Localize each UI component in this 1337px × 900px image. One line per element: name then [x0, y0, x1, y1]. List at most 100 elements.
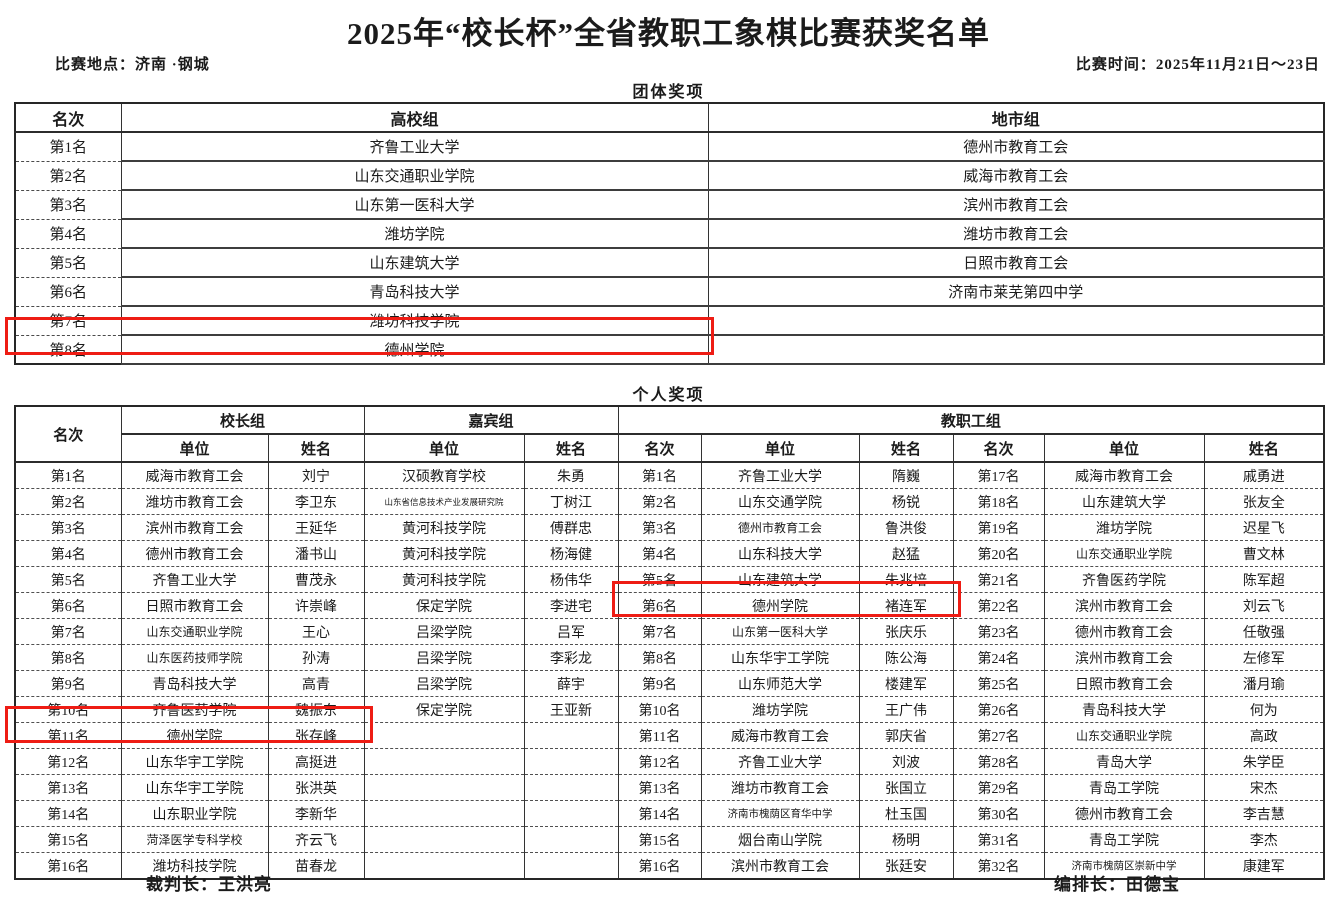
unit-cell: 齐鲁医药学院 [1043, 566, 1205, 593]
unit-cell: 威海市教育工会 [120, 462, 269, 489]
name-cell: 迟星飞 [1203, 514, 1325, 541]
name-cell: 朱勇 [523, 462, 619, 489]
table-row: 第2名 潍坊市教育工会 李卫东 山东省信息技术产业发展研究院 丁树江 第2名 山东交通学院杨… [14, 488, 1325, 515]
table-subheader-row: 单位 姓名 单位 姓名 名次 单位 姓名 名次 单位 姓名 [15, 434, 1325, 463]
unit-cell: 吕梁学院 [363, 670, 525, 697]
table-row: 第9名 青岛科技大学 高青 吕梁学院 薛宇 第9名 山东师范大学 楼建军 第25名 日照市教育工会… [14, 670, 1325, 697]
name-cell: 许崇峰 [267, 592, 365, 619]
rank-cell: 第9名 [617, 670, 702, 697]
rank-cell: 第21名 [952, 566, 1045, 593]
individual-awards-section-title: 个人奖项 [632, 387, 705, 404]
name-cell: 齐云飞 [267, 826, 365, 853]
rank-cell: 第4名 [14, 540, 122, 567]
unit-cell: 潍坊科技学院 [120, 852, 269, 880]
org-cell: 济南市莱芜第四中学 [707, 277, 1325, 307]
column-header-unit: 单位 [120, 434, 269, 463]
column-header-unit: 单位 [1043, 434, 1205, 463]
unit-cell: 山东第一医科大学 [700, 618, 860, 645]
rank-cell: 第27名 [952, 722, 1045, 749]
name-cell: 高政 [1203, 722, 1325, 749]
rank-cell: 第6名 [14, 277, 122, 307]
table-row: 第3名 滨州市教育工会 王延华 黄河科技学院 傅群忠 第3名 德州市教育工会 鲁洪俊 第19名潍… [14, 514, 1325, 541]
column-header-unit: 单位 [363, 434, 525, 463]
rank-cell: 第18名 [952, 488, 1045, 515]
table-row: 第12名 山东华宇工学院 高挺进 第12名 齐鲁工业大学 刘波 第28名 青岛大学 朱学臣 [14, 748, 1325, 775]
group-header-principal: 校长组 [120, 406, 365, 435]
unit-cell: 烟台南山学院 [700, 826, 860, 853]
group-header-guest: 嘉宾组 [363, 406, 619, 435]
rank-cell: 第3名 [617, 514, 702, 541]
column-header-rank: 名次 [14, 103, 122, 133]
unit-cell: 山东交通职业学院 [120, 618, 269, 645]
table-row: 第3名 山东第一医科大学 滨州市教育工会 [14, 190, 1325, 220]
name-cell [523, 800, 619, 827]
group-header-faculty: 教职工组 [617, 406, 1325, 435]
rank-cell: 第7名 [14, 306, 122, 336]
rank-cell: 第4名 [14, 219, 122, 249]
column-header-name: 姓名 [267, 434, 365, 463]
rank-cell: 第12名 [14, 748, 122, 775]
rank-cell: 第14名 [14, 800, 122, 827]
rank-cell: 第5名 [14, 248, 122, 278]
rank-cell: 第15名 [14, 826, 122, 853]
rank-cell: 第32名 [952, 852, 1045, 880]
name-cell: 曹文林 [1203, 540, 1325, 567]
rank-cell: 第11名 [14, 722, 122, 749]
rank-cell: 第4名 [617, 540, 702, 567]
chief-arranger-signature: 编排长：田德宝 [1054, 875, 1180, 894]
individual-awards-table: 名次 校长组 嘉宾组 教职工组 单位 姓名 单位 姓名 名次 单位 姓名 名次 … [14, 405, 1326, 880]
table-row: 第6名 青岛科技大学 济南市莱芜第四中学 [14, 277, 1325, 307]
org-cell: 德州学院 [120, 335, 709, 365]
name-cell: 王亚新 [523, 696, 619, 723]
column-header-name: 姓名 [858, 434, 954, 463]
unit-cell: 青岛科技大学 [1043, 696, 1205, 723]
org-cell: 山东第一医科大学 [120, 190, 709, 220]
name-cell: 李吉慧 [1203, 800, 1325, 827]
rank-cell: 第3名 [14, 514, 122, 541]
table-row: 第7名 潍坊科技学院 [14, 306, 1325, 336]
table-row: 第11名 德州学院 张存峰 第11名 威海市教育工会 郭庆省 第27名 山东交通职业学院 高政 [14, 722, 1325, 749]
table-row: 第7名 山东交通职业学院 王心 吕梁学院 吕军 第7名 山东第一医科大学 张庆乐 第23名 德州市… [14, 618, 1325, 645]
unit-cell: 潍坊市教育工会 [120, 488, 269, 515]
name-cell: 宋杰 [1203, 774, 1325, 801]
table-row: 第4名 德州市教育工会 潘书山 黄河科技学院 杨海健 第4名 山东科技大学 赵猛 第20名 山东交… [14, 540, 1325, 567]
competition-time: 比赛时间：2025年11月21日～23日 [1075, 57, 1320, 73]
team-awards-section-title: 团体奖项 [632, 84, 705, 101]
name-cell: 陈军超 [1203, 566, 1325, 593]
name-cell: 赵猛 [858, 540, 954, 567]
unit-cell [363, 826, 525, 853]
rank-cell: 第20名 [952, 540, 1045, 567]
org-cell: 青岛科技大学 [120, 277, 709, 307]
unit-cell: 山东交通职业学院 [1043, 722, 1205, 749]
name-cell: 朱学臣 [1203, 748, 1325, 775]
name-cell: 曹茂永 [267, 566, 365, 593]
rank-cell: 第8名 [617, 644, 702, 671]
name-cell: 戚勇进 [1203, 462, 1325, 489]
competition-location: 比赛地点：济南 ·钢城 [55, 57, 210, 73]
unit-cell: 日照市教育工会 [1043, 670, 1205, 697]
org-cell: 日照市教育工会 [707, 248, 1325, 278]
org-cell: 山东建筑大学 [120, 248, 709, 278]
rank-cell: 第28名 [952, 748, 1045, 775]
unit-cell: 山东医药技师学院 [120, 644, 269, 671]
rank-cell: 第9名 [14, 670, 122, 697]
team-awards-table: 名次 高校组 地市组 第1名 齐鲁工业大学 德州市教育工会 第2名 山东交通职业学院 威海… [14, 102, 1325, 365]
org-cell: 潍坊市教育工会 [707, 219, 1325, 249]
name-cell: 陈公海 [858, 644, 954, 671]
rank-cell: 第12名 [617, 748, 702, 775]
org-cell: 威海市教育工会 [707, 161, 1325, 191]
column-header-rank: 名次 [14, 406, 122, 463]
name-cell [523, 826, 619, 853]
org-cell [707, 335, 1325, 365]
unit-cell: 齐鲁工业大学 [700, 748, 860, 775]
unit-cell: 青岛大学 [1043, 748, 1205, 775]
table-group-header-row: 名次 校长组 嘉宾组 教职工组 [14, 406, 1325, 463]
name-cell: 楼建军 [858, 670, 954, 697]
unit-cell [363, 774, 525, 801]
name-cell [523, 722, 619, 749]
rank-cell: 第15名 [617, 826, 702, 853]
rank-cell: 第25名 [952, 670, 1045, 697]
column-header-name: 姓名 [523, 434, 619, 463]
name-cell: 张庆乐 [858, 618, 954, 645]
